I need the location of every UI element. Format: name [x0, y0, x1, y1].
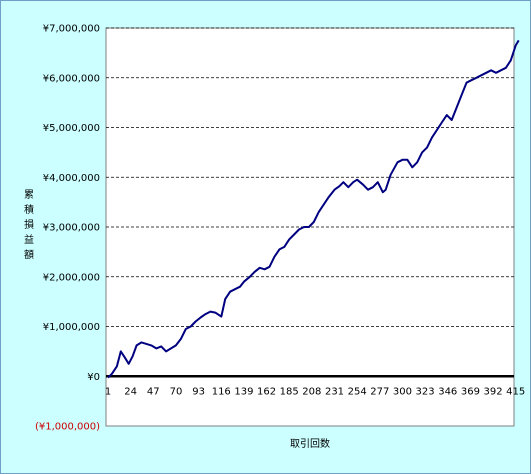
x-tick-label: 116 — [212, 386, 231, 397]
y-tick-label: ¥3,000,000 — [43, 223, 100, 234]
gridlines — [106, 27, 514, 327]
y-tick-label: ¥7,000,000 — [43, 24, 100, 35]
x-tick-label: 139 — [234, 386, 253, 397]
x-tick-label: 254 — [348, 386, 367, 397]
y-tick-labels: ¥7,000,000 ¥6,000,000 ¥5,000,000 ¥4,000,000… — [35, 24, 100, 433]
x-tick-label: 346 — [438, 386, 457, 397]
x-tick-labels: 1 24 47 70 93 116 139 162 185 208 231 254 277 300 323 3… — [105, 386, 525, 397]
x-tick-label: 162 — [257, 386, 276, 397]
x-axis-title: 取引回数 — [290, 437, 330, 450]
y-tick-label: (¥1,000,000) — [35, 422, 100, 433]
series-layer — [107, 39, 520, 379]
x-tick-label: 392 — [484, 386, 503, 397]
series-line-0 — [107, 39, 520, 379]
y-tick-label: ¥1,000,000 — [43, 322, 100, 333]
x-tick-label: 231 — [325, 386, 344, 397]
x-tick-label: 70 — [170, 386, 183, 397]
y-axis-title: 累積損益額 — [24, 189, 34, 261]
y-tick-label: ¥4,000,000 — [43, 173, 100, 184]
x-tick-label: 47 — [147, 386, 160, 397]
y-tick-label: ¥5,000,000 — [43, 123, 100, 134]
y-tick-label: ¥0 — [87, 372, 100, 383]
x-tick-label: 415 — [506, 386, 525, 397]
x-tick-label: 208 — [302, 386, 321, 397]
x-tick-label: 369 — [461, 386, 480, 397]
x-tick-label: 185 — [280, 386, 299, 397]
x-tick-label: 1 — [105, 386, 111, 397]
y-tick-label: ¥2,000,000 — [43, 272, 100, 283]
x-tick-label: 24 — [124, 386, 137, 397]
x-tick-label: 300 — [393, 386, 412, 397]
x-tick-label: 93 — [192, 386, 205, 397]
x-tick-label: 277 — [370, 386, 389, 397]
y-tick-label: ¥6,000,000 — [43, 73, 100, 84]
x-tick-label: 323 — [416, 386, 435, 397]
